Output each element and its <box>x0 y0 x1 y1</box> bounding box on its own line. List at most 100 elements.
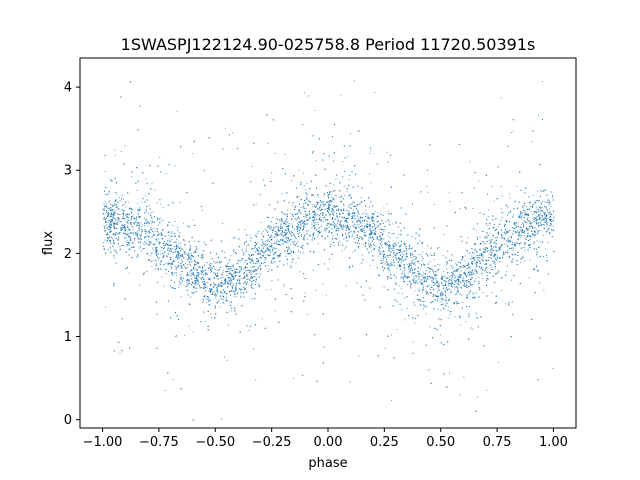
data-point <box>309 218 311 220</box>
data-point <box>505 271 507 273</box>
data-point <box>413 279 415 281</box>
data-point <box>216 278 218 280</box>
data-point <box>427 278 429 280</box>
data-point <box>368 237 370 239</box>
data-point <box>459 208 461 209</box>
data-point <box>283 285 285 287</box>
data-point <box>420 266 422 268</box>
data-point <box>501 195 503 197</box>
data-point <box>483 242 485 244</box>
data-point <box>295 262 297 264</box>
data-point <box>301 223 303 225</box>
data-point <box>215 294 217 296</box>
data-point <box>439 334 441 336</box>
data-point <box>285 232 286 234</box>
data-point <box>501 289 503 291</box>
data-point <box>304 208 306 210</box>
data-point <box>159 253 161 255</box>
data-point <box>521 214 523 216</box>
data-point <box>292 377 294 379</box>
data-point <box>249 266 251 268</box>
data-point <box>370 247 372 248</box>
data-point <box>509 211 511 213</box>
data-point <box>170 263 172 265</box>
data-point <box>395 243 397 245</box>
data-point <box>451 267 453 269</box>
data-point <box>287 209 289 211</box>
data-point <box>345 285 347 287</box>
data-point <box>414 268 416 269</box>
data-point <box>343 186 345 188</box>
data-point <box>369 265 371 267</box>
data-point <box>538 218 540 220</box>
data-point <box>189 271 191 273</box>
scatter-points <box>102 80 555 421</box>
data-point <box>506 214 508 216</box>
data-point <box>304 235 306 237</box>
data-point <box>129 219 131 221</box>
data-point <box>490 249 492 251</box>
data-point <box>395 253 397 255</box>
data-point <box>420 273 422 275</box>
data-point <box>369 206 370 208</box>
data-point <box>422 286 424 288</box>
data-point <box>297 240 299 242</box>
data-point <box>455 294 457 296</box>
data-point <box>412 259 414 261</box>
data-point <box>103 230 105 232</box>
data-point <box>232 132 234 134</box>
data-point <box>137 238 139 240</box>
data-point <box>122 198 124 200</box>
data-point <box>472 208 474 209</box>
data-point <box>399 258 401 260</box>
data-point <box>128 201 130 203</box>
data-point <box>128 228 129 230</box>
data-point <box>201 209 203 211</box>
data-point <box>202 258 203 260</box>
data-point <box>435 295 437 296</box>
data-point <box>469 306 470 307</box>
data-point <box>142 242 144 244</box>
data-point <box>536 229 538 231</box>
data-point <box>317 222 319 223</box>
data-point <box>538 211 540 212</box>
data-point <box>194 263 196 265</box>
data-point <box>494 268 496 270</box>
data-point <box>229 269 231 271</box>
data-point <box>244 229 246 231</box>
data-point <box>401 244 403 246</box>
data-point <box>421 260 423 262</box>
data-point <box>370 243 372 245</box>
data-point <box>442 275 444 277</box>
data-point <box>331 196 333 198</box>
data-point <box>151 247 153 249</box>
data-point <box>384 347 386 349</box>
data-point <box>206 297 208 299</box>
data-point <box>498 361 500 363</box>
data-point <box>141 226 142 228</box>
data-point <box>139 234 140 236</box>
data-point <box>214 290 216 292</box>
data-point <box>110 211 112 213</box>
data-point <box>352 251 354 253</box>
data-point <box>278 240 280 242</box>
data-point <box>226 264 228 266</box>
data-point <box>181 276 183 278</box>
data-point <box>125 241 127 243</box>
data-point <box>272 231 274 233</box>
data-point <box>260 222 262 224</box>
data-point <box>338 230 340 232</box>
data-point <box>450 285 452 287</box>
data-point <box>188 325 190 327</box>
data-point <box>462 277 464 279</box>
data-point <box>345 235 347 237</box>
data-point <box>250 270 252 271</box>
data-point <box>298 211 300 213</box>
data-point <box>519 216 521 218</box>
data-point <box>429 261 431 263</box>
data-point <box>214 272 216 274</box>
data-point <box>457 275 459 277</box>
data-point <box>104 213 106 215</box>
data-point <box>232 251 234 252</box>
data-point <box>108 229 110 231</box>
